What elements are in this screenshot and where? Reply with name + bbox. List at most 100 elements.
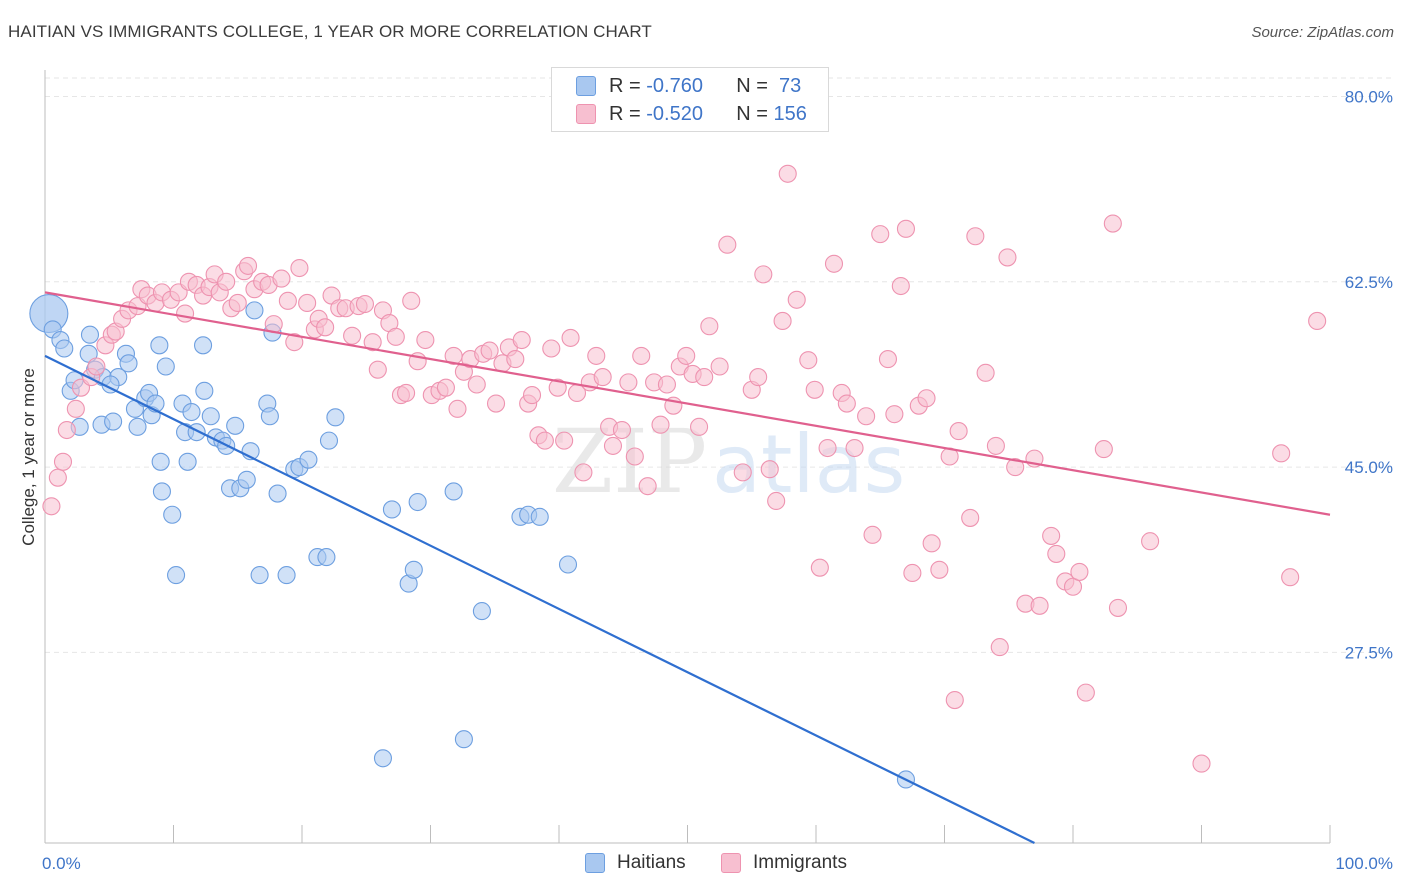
immigrant-point [363,333,382,352]
immigrant-point [217,272,236,291]
haitian-point [195,381,214,400]
immigrant-point [966,227,985,246]
haitian-point [317,548,336,567]
immigrant-point [480,341,499,360]
immigrant-point [290,258,309,278]
immigrant-point [990,638,1009,657]
y-tick-label: 62.5% [1345,273,1393,292]
immigrant-point [386,327,405,346]
legend-r-value: -0.760 [646,74,703,97]
legend-n-value: 156 [773,102,807,125]
immigrant-point [695,368,714,387]
immigrant-point [272,269,291,288]
immigrant-point [976,363,995,382]
haitians-trend-line [44,354,1035,844]
haitian-point [163,505,182,524]
haitian-point [104,412,123,431]
haitian-point [404,560,423,579]
immigrant-point [690,417,709,436]
immigrant-point [961,508,980,527]
immigrant-point [632,346,651,365]
immigrant-point [587,346,606,365]
immigrant-point [397,383,416,403]
haitian-point [226,416,245,435]
immigrant-point [857,407,876,426]
haitian-point [250,566,269,585]
immigrant-point [1192,754,1211,773]
immigrant-point [986,436,1005,455]
immigrant-point [891,276,910,296]
immigrant-point [787,290,806,309]
immigrant-point [1030,596,1049,615]
legend-r-label: R = [609,102,647,125]
immigrant-point [1308,311,1327,331]
immigrant-point [512,330,531,350]
haitian-point [150,336,169,355]
immigrant-point [48,468,67,487]
haitian-point [201,407,220,426]
haitian-point [167,566,186,585]
series-legend: Haitians Immigrants [0,852,1406,876]
immigrant-point [1103,214,1122,233]
immigrant-point [561,328,580,347]
chart-title: HAITIAN VS IMMIGRANTS COLLEGE, 1 YEAR OR… [8,22,652,41]
haitian-point [128,417,147,436]
immigrant-point [66,399,85,418]
immigrant-point [845,438,864,458]
immigrant-point [402,291,421,310]
immigrant-point [57,420,76,440]
y-tick-label: 27.5% [1345,643,1393,662]
haitian-point [80,325,100,344]
immigrant-point [506,350,525,369]
x-tick-labels: 0.0% 100.0% [42,854,1393,873]
immigrant-point [593,368,612,387]
haitian-point [245,301,264,320]
immigrant-point [1076,683,1095,702]
immigrant-point [1272,444,1291,463]
immigrant-point [871,225,890,244]
immigrant-point [467,375,486,394]
immigrant-point [896,219,916,238]
haitian-point [382,500,402,519]
haitian-point [151,452,170,471]
legend-item-immigrants: Immigrants [721,852,847,874]
haitian-point [119,354,138,373]
immigrant-point [718,235,737,254]
immigrant-point [53,452,73,471]
immigrant-point [448,399,467,418]
immigrant-point [612,420,632,440]
immigrant-point [998,248,1017,267]
legend-n-label: N = [736,102,774,125]
immigrant-point [638,477,657,496]
y-tick-labels: 80.0% 62.5% 45.0% 27.5% [1345,87,1393,662]
immigrant-point [1070,562,1089,581]
haitian-point [444,482,463,501]
haitian-point [299,450,318,469]
immigrant-point [885,405,904,424]
haitian-point [558,555,578,574]
immigrant-point [176,304,195,323]
immigrant-point [1141,532,1160,551]
immigrant-point [625,447,644,466]
immigrant-point [1047,544,1066,563]
haitian-point [178,452,197,471]
immigrants-legend-swatch [721,853,741,873]
haitian-point [194,336,213,355]
haitian-point [152,482,171,501]
immigrant-point [710,357,729,376]
immigrant-point [1006,458,1025,477]
immigrant-point [1042,526,1061,545]
haitians-legend-label: Haitians [617,852,686,873]
haitians-legend-swatch [585,853,605,873]
immigrant-point [278,291,297,310]
immigrant-point [930,560,949,579]
immigrant-point [355,294,375,314]
haitian-point [156,357,175,376]
immigrant-point [700,317,719,336]
immigrant-point [733,463,752,482]
haitian-point [260,407,279,426]
haitian-point [55,339,74,358]
immigrant-point [903,563,922,583]
y-tick-label: 45.0% [1345,458,1393,477]
